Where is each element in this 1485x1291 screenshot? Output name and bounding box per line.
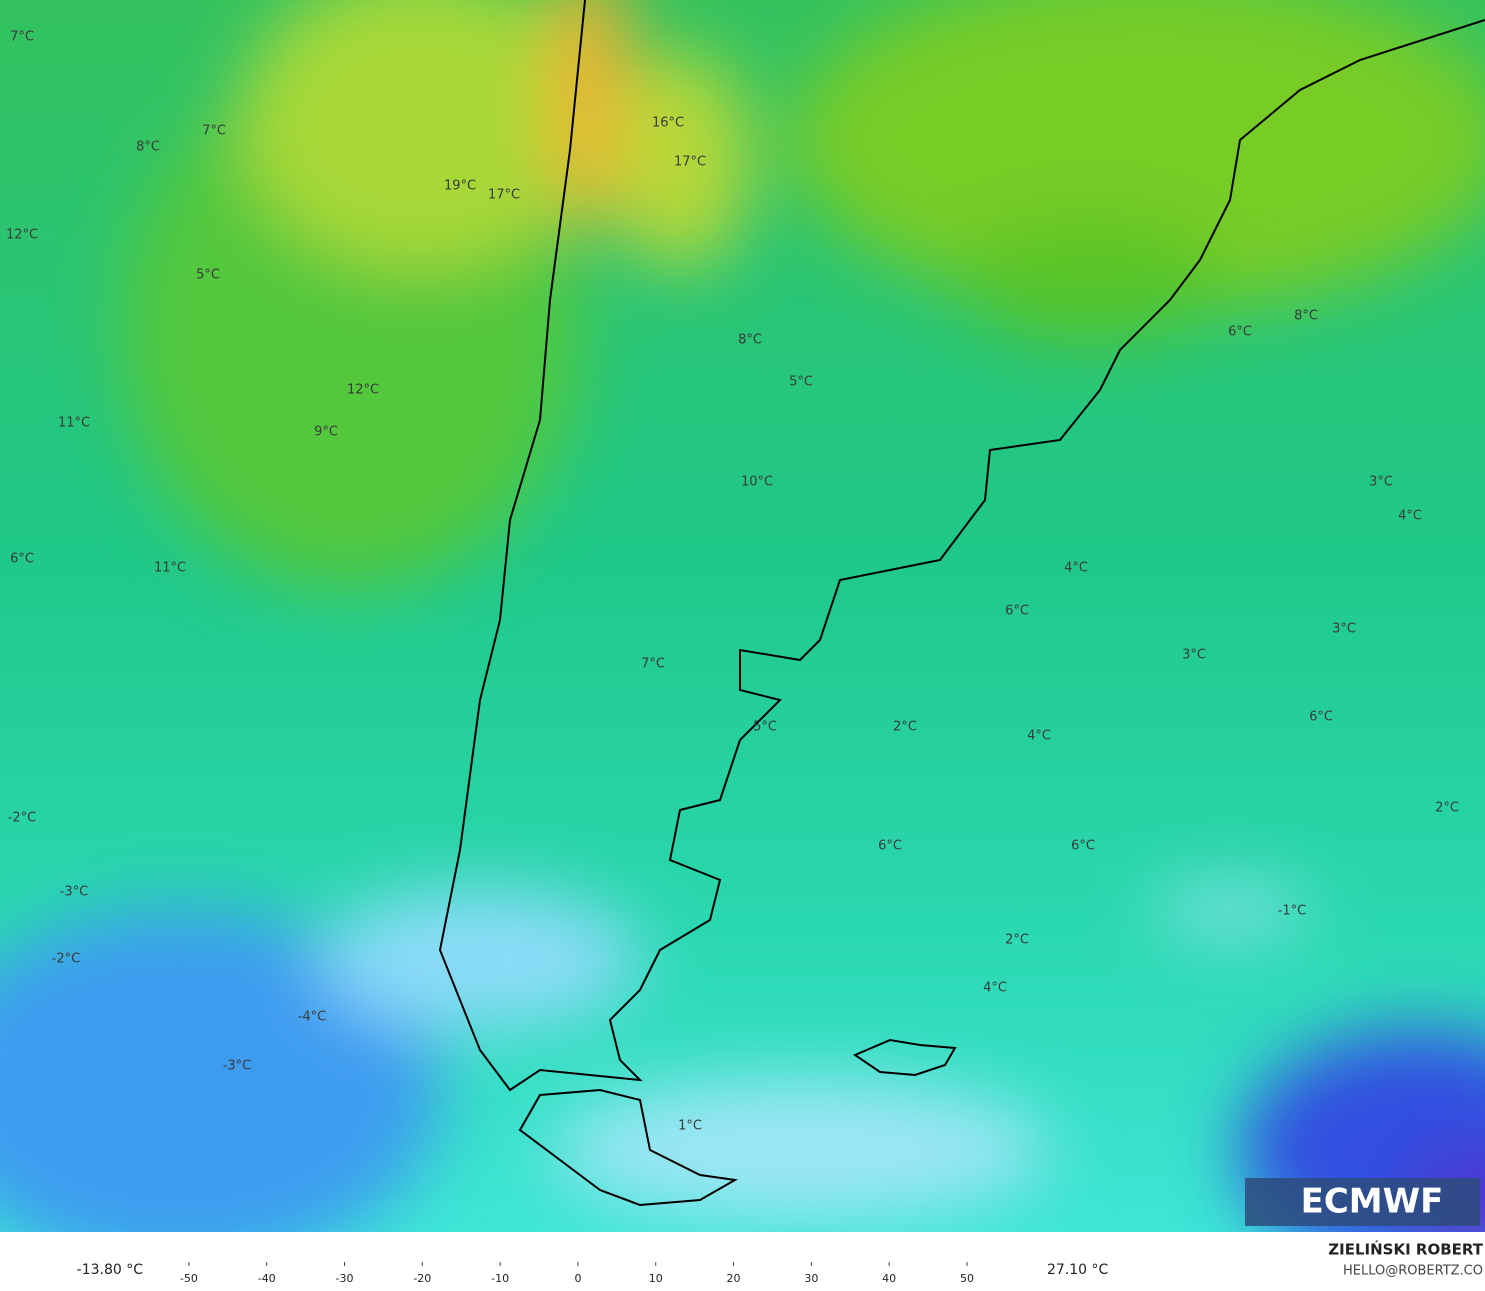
logo: ECMWF (1245, 1178, 1480, 1226)
temperature-label: 2°C (893, 720, 917, 735)
colorbar-tick-label: -50 (180, 1272, 198, 1285)
temperature-label: 8°C (136, 140, 160, 155)
temperature-label: -3°C (60, 885, 89, 900)
colorbar-tick-label: 30 (804, 1272, 818, 1285)
temperature-label: 12°C (347, 383, 379, 398)
footer (0, 1232, 1485, 1287)
temperature-label: 2°C (1435, 801, 1459, 816)
temperature-label: 4°C (1027, 729, 1051, 744)
temperature-label: 5°C (196, 268, 220, 283)
colorbar-tick-label: 20 (727, 1272, 741, 1285)
temperature-label: -2°C (52, 952, 81, 967)
temperature-label: 11°C (58, 416, 90, 431)
temperature-labels: 7°C 7°C 8°C 16°C 17°C 19°C 17°C 12°C 5°C 8°C 6°C 8°… (6, 30, 1459, 1134)
temperature-label: 11°C (154, 561, 186, 576)
temperature-label: -2°C (8, 811, 37, 826)
temperature-label: 10°C (741, 475, 773, 490)
colorbar-tick-label: -40 (258, 1272, 276, 1285)
temperature-label: -4°C (298, 1010, 327, 1025)
temperature-label: 6°C (1005, 604, 1029, 619)
colorbar-tick-label: 50 (960, 1272, 974, 1285)
temperature-label: 4°C (983, 981, 1007, 996)
falkland-islands (852, 1038, 957, 1077)
temperature-label: 17°C (488, 188, 520, 203)
logo-text: ECMWF (1301, 1182, 1444, 1222)
temperature-label: 6°C (878, 839, 902, 854)
temperature-label: 19°C (444, 179, 476, 194)
temperature-label: 17°C (674, 155, 706, 170)
temperature-label: 7°C (10, 30, 34, 45)
temperature-label: 3°C (1182, 648, 1206, 663)
temperature-label: 8°C (1294, 309, 1318, 324)
tierra-del-fuego (518, 1088, 739, 1207)
temperature-label: 12°C (6, 228, 38, 243)
temperature-label: 16°C (652, 116, 684, 131)
temperature-label: -3°C (223, 1059, 252, 1074)
temperature-label: 9°C (314, 425, 338, 440)
temperature-label: -1°C (1278, 904, 1307, 919)
max-label: 27.10 °C (1047, 1262, 1109, 1278)
temperature-label: 6°C (1228, 325, 1252, 340)
colorbar-ticks: -50 -40 -30 -20 -10 0 10 20 30 40 50 (180, 1262, 974, 1285)
temperature-label: 5°C (789, 375, 813, 390)
temperature-label: 1°C (678, 1119, 702, 1134)
colorbar-tick-label: -10 (491, 1272, 509, 1285)
temperature-label: 2°C (1005, 933, 1029, 948)
author: ZIELIŃSKI ROBERT (1328, 1240, 1483, 1259)
temperature-label: 8°C (738, 333, 762, 348)
temperature-label: 6°C (1071, 839, 1095, 854)
temperature-label: 7°C (641, 657, 665, 672)
temperature-label: 3°C (1369, 475, 1393, 490)
temperature-label: 6°C (1309, 710, 1333, 725)
colorbar-tick-label: 40 (882, 1272, 896, 1285)
temperature-label: 5°C (753, 720, 777, 735)
temperature-label: 6°C (10, 552, 34, 567)
coastline (438, 0, 1485, 1092)
colorbar-tick-label: -20 (413, 1272, 431, 1285)
temperature-label: 4°C (1398, 509, 1422, 524)
temperature-label: 4°C (1064, 561, 1088, 576)
email: HELLO@ROBERTZ.CO (1343, 1264, 1483, 1279)
min-label: -13.80 °C (77, 1262, 144, 1278)
temperature-label: 3°C (1332, 622, 1356, 637)
temperature-label: 7°C (202, 124, 226, 139)
colorbar-tick-label: 10 (649, 1272, 663, 1285)
colorbar-tick-label: 0 (574, 1272, 581, 1285)
colorbar-tick-label: -30 (336, 1272, 354, 1285)
